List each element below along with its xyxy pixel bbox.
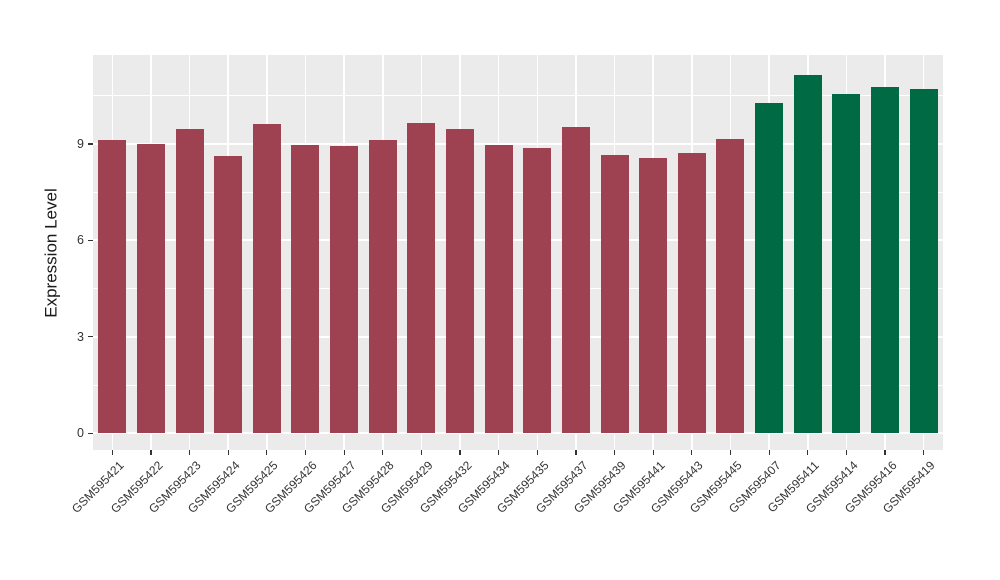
- x-tick-mark: [227, 450, 229, 455]
- y-axis-title: Expression Level: [40, 55, 64, 450]
- bar: [677, 153, 706, 434]
- y-tick-mark: [88, 239, 93, 241]
- y-tick-label: 9: [77, 136, 84, 151]
- x-tick-mark: [382, 450, 384, 455]
- bar: [368, 139, 397, 434]
- minor-gridline: [93, 191, 943, 193]
- bar: [523, 147, 552, 434]
- bar: [716, 138, 745, 434]
- x-tick-mark: [768, 450, 770, 455]
- bar: [561, 126, 590, 434]
- bar: [793, 74, 822, 434]
- y-tick-mark: [88, 432, 93, 434]
- minor-gridline: [93, 95, 943, 97]
- bar: [330, 146, 359, 434]
- x-tick-mark: [188, 450, 191, 455]
- bar: [407, 123, 436, 434]
- major-gridline: [93, 142, 943, 145]
- x-tick-mark: [459, 450, 461, 455]
- major-gridline: [93, 335, 943, 338]
- bar: [175, 129, 204, 434]
- x-tick-mark: [729, 450, 732, 455]
- y-tick-label: 0: [77, 426, 84, 441]
- y-tick-label: 6: [77, 233, 84, 248]
- bar: [832, 94, 861, 434]
- bar: [252, 124, 281, 434]
- x-tick-mark: [923, 450, 925, 455]
- bar: [98, 140, 127, 434]
- bar: [600, 154, 629, 434]
- minor-gridline: [93, 384, 943, 386]
- minor-gridline: [93, 288, 943, 290]
- bar: [871, 87, 900, 434]
- x-tick-mark: [266, 450, 268, 455]
- major-gridline: [93, 432, 943, 435]
- bar: [755, 102, 784, 434]
- bar: [446, 128, 475, 434]
- major-gridline: [93, 239, 943, 242]
- x-tick-mark: [575, 450, 577, 455]
- x-tick-mark: [111, 450, 113, 455]
- bar: [136, 143, 165, 434]
- y-tick-mark: [88, 336, 93, 338]
- y-tick-mark: [88, 143, 93, 145]
- bar: [291, 144, 320, 434]
- x-tick-mark: [807, 450, 809, 455]
- x-tick-mark: [304, 450, 307, 455]
- x-tick-mark: [150, 450, 152, 455]
- x-tick-mark: [420, 450, 422, 455]
- y-axis-title-text: Expression Level: [42, 187, 61, 318]
- x-tick-mark: [343, 450, 345, 455]
- bar: [484, 145, 513, 434]
- bar: [909, 89, 938, 434]
- x-tick-mark: [613, 450, 616, 455]
- x-tick-mark: [652, 450, 654, 455]
- x-tick-mark: [691, 450, 693, 455]
- x-tick-mark: [498, 450, 500, 455]
- bar: [639, 157, 668, 434]
- x-tick-mark: [884, 450, 886, 455]
- x-tick-mark: [536, 450, 538, 455]
- bar: [214, 155, 243, 434]
- x-tick-mark: [845, 450, 847, 455]
- y-tick-label: 3: [77, 329, 84, 344]
